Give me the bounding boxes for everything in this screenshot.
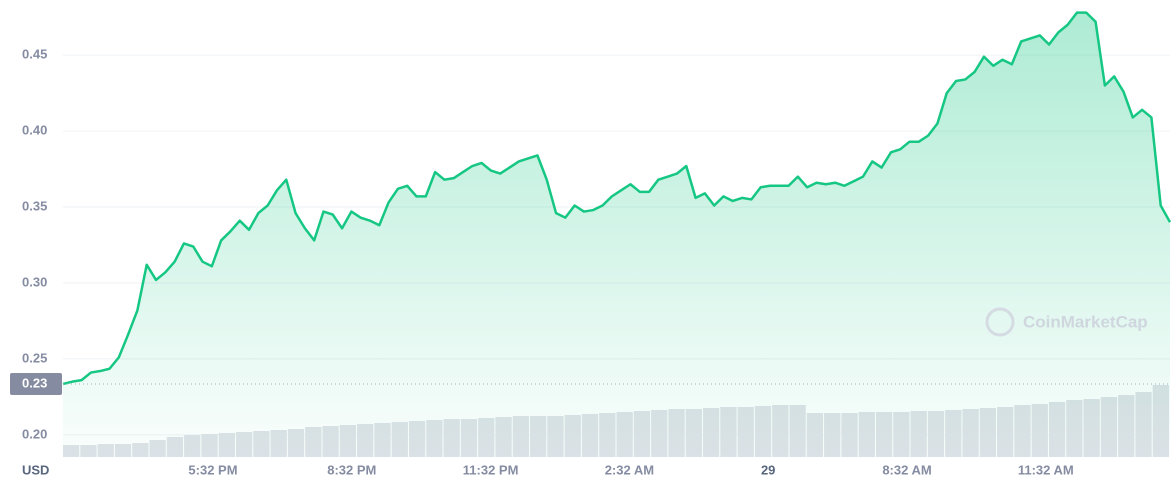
y-tick-label: 0.20 xyxy=(22,426,47,441)
y-tick-label: 0.40 xyxy=(22,123,47,138)
reference-box xyxy=(10,372,62,395)
x-tick-label: 2:32 AM xyxy=(605,462,654,477)
area-fill xyxy=(63,12,1170,458)
x-tick-label: 11:32 PM xyxy=(463,462,519,477)
watermark-text: CoinMarketCap xyxy=(1023,312,1148,331)
x-tick-label: 29 xyxy=(761,462,775,477)
price-line xyxy=(62,11,1172,386)
x-tick-label: 5:32 PM xyxy=(188,462,237,477)
currency-label: USD xyxy=(22,462,49,477)
watermark: CoinMarketCap xyxy=(985,307,1148,337)
y-tick-label: 0.45 xyxy=(22,47,47,62)
y-tick-label: 0.25 xyxy=(22,350,47,365)
x-tick-label: 8:32 AM xyxy=(882,462,931,477)
y-tick-label: 0.30 xyxy=(22,274,47,289)
reference-label: 0.23 xyxy=(22,375,47,390)
y-tick-label: 0.35 xyxy=(22,198,47,213)
x-tick-label: 11:32 AM xyxy=(1018,462,1074,477)
x-tick-label: 8:32 PM xyxy=(327,462,376,477)
